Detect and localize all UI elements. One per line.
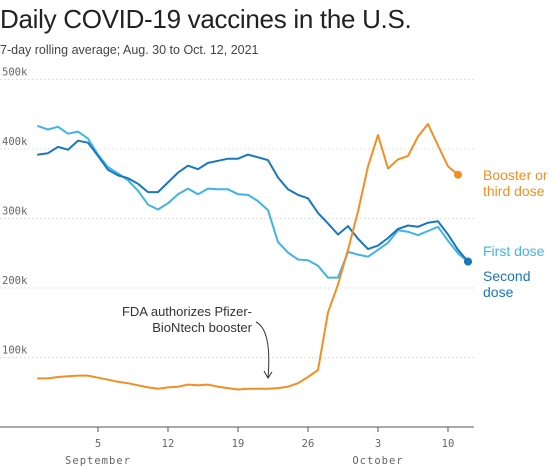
- series-lines: [37, 123, 472, 391]
- x-tick-label: 5: [95, 438, 101, 450]
- annotation-text: BioNtech booster: [152, 320, 252, 335]
- x-month-label: October: [352, 455, 403, 466]
- series-label: Booster or: [483, 167, 548, 183]
- x-tick-label: 3: [375, 438, 381, 450]
- x-tick-label: 26: [302, 438, 315, 450]
- series-label: First dose: [483, 243, 545, 259]
- gridlines: [0, 79, 474, 358]
- y-tick-label: 400k: [2, 136, 28, 148]
- series-line-first-dose: [37, 125, 469, 279]
- series-line-second-dose: [37, 139, 469, 263]
- chart-title: Daily COVID-19 vaccines in the U.S.: [0, 4, 412, 34]
- y-tick-label: 500k: [2, 67, 28, 79]
- x-axis: 5 12 19 26 3 10 September October: [0, 426, 474, 466]
- series-end-point: [454, 170, 462, 179]
- y-tick-label: 200k: [2, 275, 28, 287]
- x-tick-label: 12: [162, 438, 175, 450]
- x-month-label: September: [65, 455, 131, 466]
- chart-subtitle: 7-day rolling average; Aug. 30 to Oct. 1…: [0, 43, 259, 57]
- x-tick-label: 19: [232, 438, 245, 450]
- y-tick-label: 100k: [2, 345, 28, 357]
- series-label: third dose: [483, 183, 545, 199]
- annotation-arrow: [255, 321, 270, 379]
- series-line-booster-or-third-dose: [37, 123, 459, 391]
- x-tick-label: 10: [442, 438, 455, 450]
- series-label: dose: [483, 284, 514, 300]
- series-label: Second: [483, 268, 530, 284]
- annotation-text: FDA authorizes Pfizer-: [122, 304, 252, 319]
- y-axis-ticks: 100k 200k 300k 400k 500k: [2, 67, 28, 357]
- annotation-arrowhead: [263, 370, 273, 379]
- series-end-point: [464, 257, 472, 266]
- y-tick-label: 300k: [2, 206, 28, 218]
- annotation: FDA authorizes Pfizer-BioNtech booster: [122, 304, 273, 379]
